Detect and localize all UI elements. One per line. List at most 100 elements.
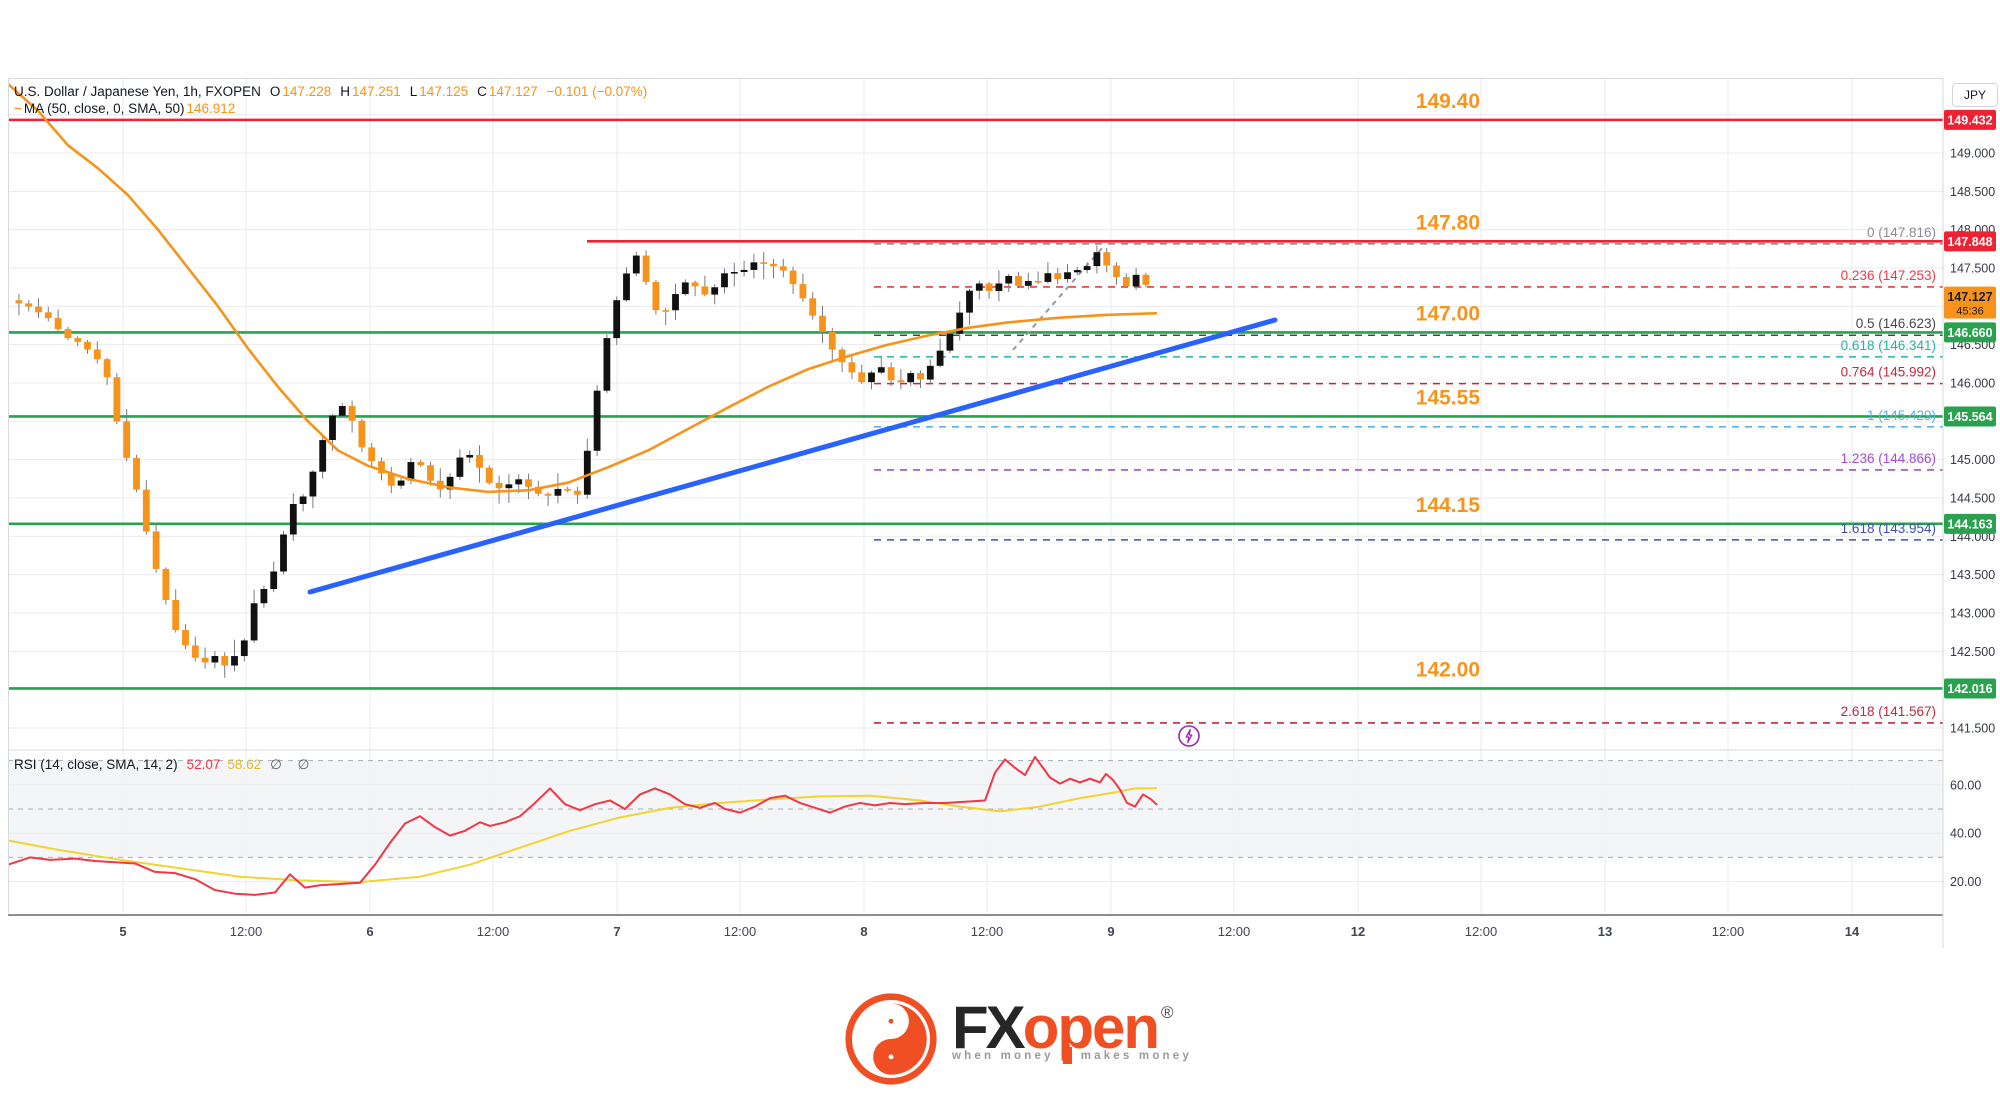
candle-body	[897, 380, 905, 383]
candle-body	[495, 482, 503, 489]
candle-body	[162, 568, 170, 600]
time-axis-label: 5	[119, 924, 126, 939]
price-badge: 147.848	[1944, 231, 1996, 252]
candle-body	[368, 447, 376, 462]
candle-body	[985, 283, 993, 292]
time-axis-label: 12:00	[1218, 924, 1251, 939]
price-badge: 147.127 45:36	[1944, 286, 1996, 319]
price-tick-label: 141.500	[1950, 722, 1995, 736]
fib-label: 2.618 (141.567)	[1841, 704, 1936, 719]
candle-body	[583, 450, 591, 495]
candle-body	[240, 640, 248, 657]
price-chart-plot[interactable]: 149.000148.500148.000147.500146.500146.0…	[8, 78, 1997, 948]
candle-body	[476, 455, 483, 468]
level-price-label: 149.40	[1416, 90, 1480, 113]
level-price-label: 145.55	[1416, 386, 1481, 409]
ma-layer	[8, 83, 1158, 494]
candle-body	[701, 286, 709, 295]
candle-body	[926, 365, 934, 380]
candle-body	[652, 281, 660, 311]
candle-body	[54, 318, 62, 330]
candle-body	[740, 269, 748, 272]
candle-body	[485, 467, 493, 483]
level-price-label: 147.80	[1416, 211, 1480, 234]
candle-body	[15, 300, 23, 304]
candle-body	[1093, 252, 1101, 267]
candle-body	[681, 282, 689, 295]
candle-body	[191, 645, 199, 658]
candle-body	[505, 484, 513, 489]
candle-body	[427, 465, 434, 481]
flash-alert-icon[interactable]	[1177, 724, 1201, 748]
fib-label: 1 (145.429)	[1867, 408, 1936, 423]
ma-value: 146.912	[186, 101, 236, 116]
fxopen-logo: FXopen ® when money makes money	[844, 992, 1192, 1086]
time-axis-label: 9	[1107, 924, 1114, 939]
candle-body	[417, 462, 425, 466]
price-badge: 149.432	[1944, 109, 1996, 130]
time-axis-label: 13	[1598, 924, 1612, 939]
candle-body	[966, 290, 973, 313]
candle-body	[348, 406, 356, 421]
candle-body	[280, 534, 287, 572]
candle-body	[64, 329, 72, 339]
candle-body	[456, 457, 464, 477]
candle-body	[289, 503, 297, 535]
candle-body	[799, 284, 807, 299]
price-badge: 144.163	[1944, 513, 1996, 534]
ma50-line	[8, 83, 1158, 494]
rsi-sma-line	[8, 787, 1158, 884]
candle-body	[25, 303, 33, 307]
svg-text:145.564: 145.564	[1947, 410, 1992, 424]
candle-body	[1083, 266, 1091, 271]
candle-body	[123, 421, 131, 458]
candle-body	[1034, 281, 1042, 283]
gray-dashed-trendline	[1012, 246, 1104, 351]
candle-body	[221, 656, 229, 666]
candle-body	[407, 462, 415, 481]
candle-body	[84, 341, 91, 350]
candle-body	[466, 455, 474, 458]
candle-body	[907, 373, 915, 383]
ma-legend[interactable]: ~ MA (50, close, 0, SMA, 50) 146.912	[14, 101, 235, 116]
candle-body	[917, 373, 924, 380]
candle-body	[789, 270, 797, 285]
svg-text:142.016: 142.016	[1947, 682, 1992, 696]
candle-body	[172, 599, 180, 631]
rsi-legend[interactable]: RSI (14, close, SMA, 14, 2) 52.07 58.62 ∅ ∅	[14, 757, 315, 773]
time-axis-label: 14	[1845, 924, 1860, 939]
ohlc-close: C 147.127	[477, 84, 538, 99]
candle-body	[329, 415, 336, 441]
candle-body	[574, 490, 581, 495]
price-tick-label: 144.500	[1950, 492, 1995, 506]
candle-body	[211, 656, 219, 663]
candle-body	[113, 377, 121, 422]
candle-body	[446, 476, 454, 490]
rsi-tick-label: 20.00	[1950, 875, 1981, 889]
currency-unit-button[interactable]: JPY	[1952, 83, 1998, 107]
candle-body	[632, 255, 640, 274]
candle-body	[260, 589, 268, 604]
candle-body	[338, 406, 346, 416]
candle-body	[779, 266, 787, 271]
rsi-layer	[8, 755, 1158, 896]
fxopen-wordmark: FXopen ® when money makes money	[952, 992, 1192, 1064]
candle-body	[1064, 272, 1071, 280]
fib-label: 0 (147.816)	[1867, 225, 1936, 240]
time-axis-label: 12:00	[1465, 924, 1498, 939]
candle-body	[44, 312, 52, 319]
fib-label: 0.236 (147.253)	[1841, 268, 1936, 283]
candle-body	[936, 350, 944, 366]
candle-body	[691, 282, 699, 287]
candle-body	[378, 461, 385, 474]
candle-body	[828, 332, 836, 350]
candle-body	[887, 367, 895, 381]
candle-body	[231, 656, 238, 666]
price-badge: 146.660	[1944, 322, 1996, 343]
svg-text:147.848: 147.848	[1947, 235, 1992, 249]
series-legend[interactable]: U.S. Dollar / Japanese Yen, 1h, FXOPEN O 1…	[14, 84, 647, 99]
blue-trendline	[307, 317, 1278, 595]
level-price-label: 144.15	[1416, 494, 1481, 517]
candle-body	[299, 496, 307, 504]
price-tick-label: 142.500	[1950, 645, 1995, 659]
